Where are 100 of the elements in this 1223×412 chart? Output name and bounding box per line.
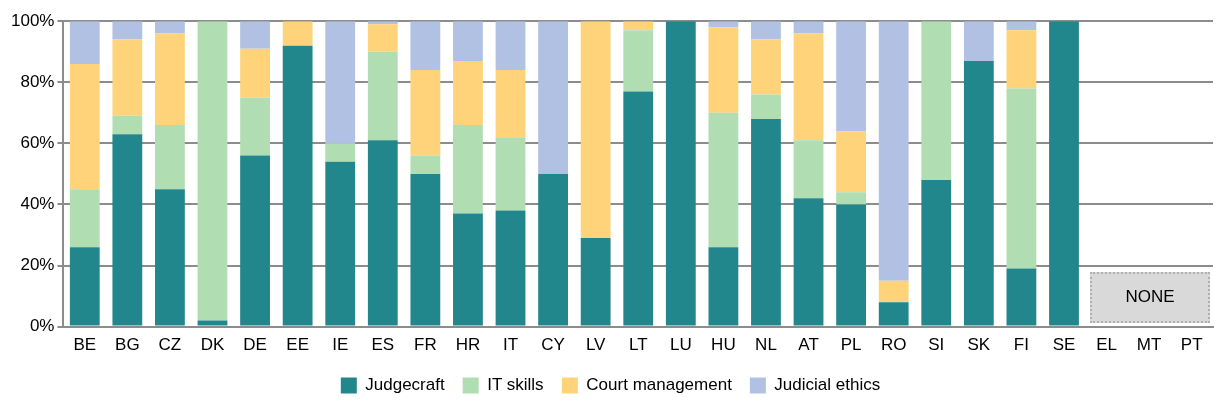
bar [751,21,781,40]
bar [69,21,100,64]
bar [495,210,526,326]
bar [793,198,824,326]
x-tick-label: FI [1013,335,1029,355]
bar [623,30,654,92]
bar [197,320,228,326]
bar [495,137,526,211]
bar [240,21,270,49]
bar [453,60,483,126]
bar [495,21,526,71]
bar [410,155,441,174]
bar [325,161,356,326]
bar [836,204,867,326]
y-tick-label: 100% [11,10,55,30]
y-tick-label: 80% [20,71,55,91]
bar [410,70,441,156]
x-tick-label: BG [115,335,140,355]
bar [240,155,270,326]
bar [1049,21,1079,326]
bar [69,189,100,248]
y-tick-label: 40% [20,194,55,214]
bar [963,60,994,326]
x-tick-label: NL [755,335,777,355]
bar [453,213,483,326]
x-tick-label: AT [798,335,819,355]
bar [963,21,994,61]
bar [751,118,781,326]
bar [367,51,398,141]
x-tick-label: EL [1096,335,1117,355]
bar [708,112,739,248]
y-tick-label: 0% [29,316,55,336]
bar [793,140,824,199]
bar [282,45,313,326]
bar [410,21,441,71]
annotation: NONE [1125,287,1175,308]
bar [367,140,398,326]
bar [495,70,526,138]
x-tick-label: SE [1052,335,1076,355]
bar [155,125,185,190]
bar [197,21,228,321]
bar [921,180,952,326]
x-tick-label: LV [585,335,607,355]
bar [1006,88,1037,269]
x-tick-label: PL [840,335,862,355]
x-tick-label: CY [541,335,565,355]
x-tick-label: HR [455,335,481,355]
x-tick-label: IT [502,335,519,355]
bar [69,247,100,326]
bar [836,21,867,132]
bar [836,192,867,205]
x-tick-label: IE [332,335,349,355]
x-tick-label: HU [711,335,736,355]
placeholder-box: NONE [1090,271,1210,323]
bar [112,39,143,116]
bar [240,48,270,98]
bar [1006,268,1037,326]
bar [240,97,270,156]
bar [836,131,867,193]
x-tick-label: LT [628,335,648,355]
bar [325,21,356,144]
bar [538,173,568,326]
bar [708,27,739,113]
bar [410,173,441,326]
x-tick-label: ES [371,335,395,355]
x-tick-label: FR [414,335,437,355]
bar [1006,30,1037,89]
bar [665,21,696,326]
bar [112,21,143,40]
x-tick-label: CZ [158,335,182,355]
bar [751,39,781,95]
legend-label: Court management [586,375,733,395]
bar [793,33,824,141]
bar [69,63,100,190]
bar [155,189,185,326]
bar [538,21,568,174]
bar [921,21,952,181]
legend-label: Judgecraft [365,375,445,395]
x-tick-label: RO [880,335,907,355]
x-tick-label: BE [73,335,97,355]
x-tick-label: LU [669,335,692,355]
x-tick-label: DE [243,335,267,355]
bar [878,302,909,326]
legend-label: IT skills [487,375,544,395]
bar [708,247,739,326]
bar [155,33,185,126]
bar [112,115,143,135]
bar [751,94,781,119]
x-tick-label: SK [967,335,991,355]
x-tick-label: EE [286,335,309,355]
bar [878,280,909,303]
bar [453,125,483,214]
x-tick-label: PT [1180,335,1203,355]
legend-label: Judicial ethics [774,375,881,395]
bar [112,134,143,326]
x-tick-label: DK [200,335,225,355]
y-tick-label: 60% [20,133,55,153]
bar [282,21,313,46]
bar [623,91,654,326]
bar [453,21,483,61]
